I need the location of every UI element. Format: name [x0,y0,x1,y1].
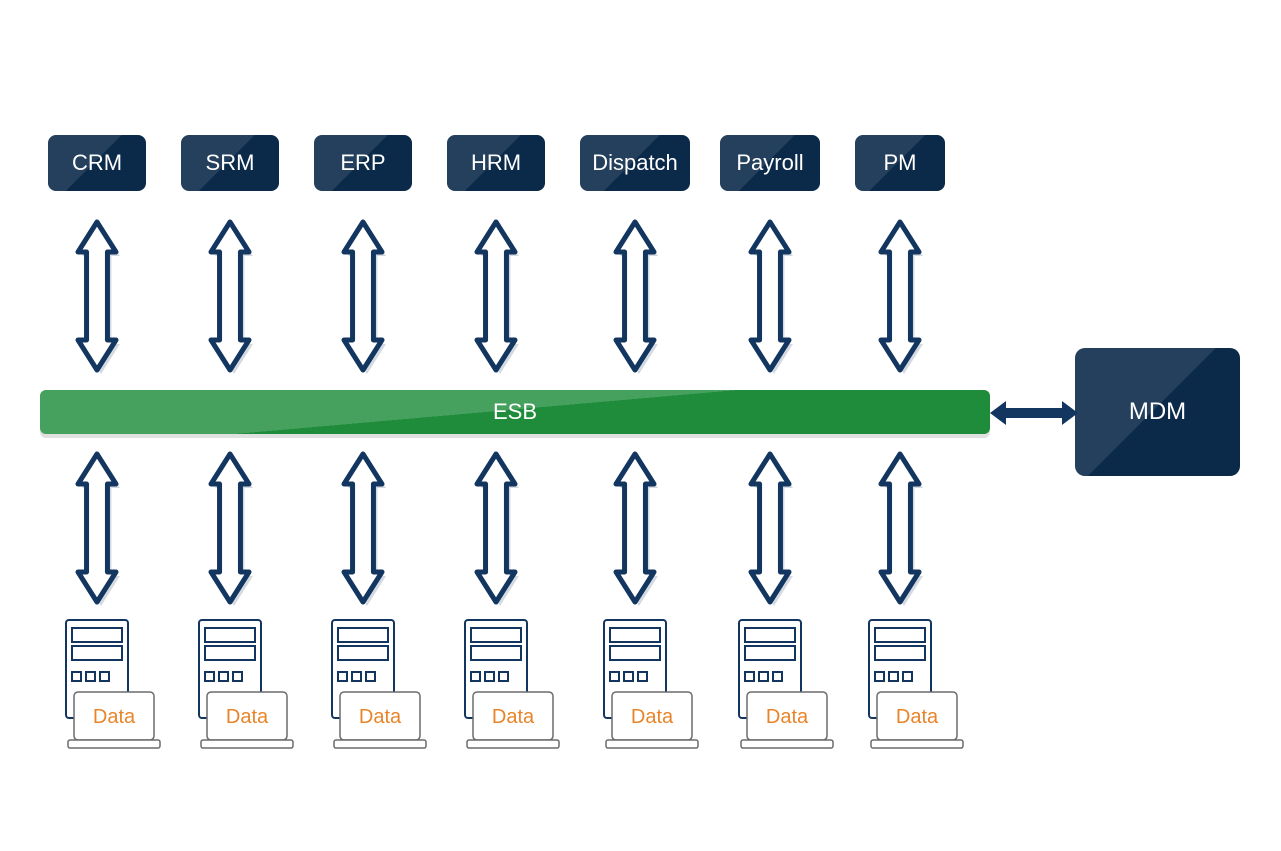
svg-text:Data: Data [631,706,674,728]
system-label: SRM [206,150,255,176]
system-box-srm: SRM [181,135,279,191]
system-label: CRM [72,150,122,176]
system-box-crm: CRM [48,135,146,191]
esb-bar: ESB [40,390,990,434]
esb-label: ESB [493,399,537,425]
mdm-connector-arrow [990,396,1080,430]
diagram-canvas: ESB MDM CRM SRM ERP HRM Dispatch Payroll PM [0,0,1281,851]
system-label: Payroll [736,150,803,176]
svg-text:Data: Data [492,706,535,728]
mdm-box: MDM [1075,348,1240,476]
system-box-payroll: Payroll [720,135,820,191]
svg-text:Data: Data [766,706,809,728]
svg-text:Data: Data [359,706,402,728]
svg-text:Data: Data [93,706,136,728]
system-box-erp: ERP [314,135,412,191]
svg-text:Data: Data [226,706,269,728]
svg-text:Data: Data [896,706,939,728]
system-box-dispatch: Dispatch [580,135,690,191]
system-label: HRM [471,150,521,176]
system-label: Dispatch [592,150,678,176]
mdm-label: MDM [1129,398,1186,426]
system-box-pm: PM [855,135,945,191]
system-label: ERP [340,150,385,176]
system-box-hrm: HRM [447,135,545,191]
system-label: PM [884,150,917,176]
